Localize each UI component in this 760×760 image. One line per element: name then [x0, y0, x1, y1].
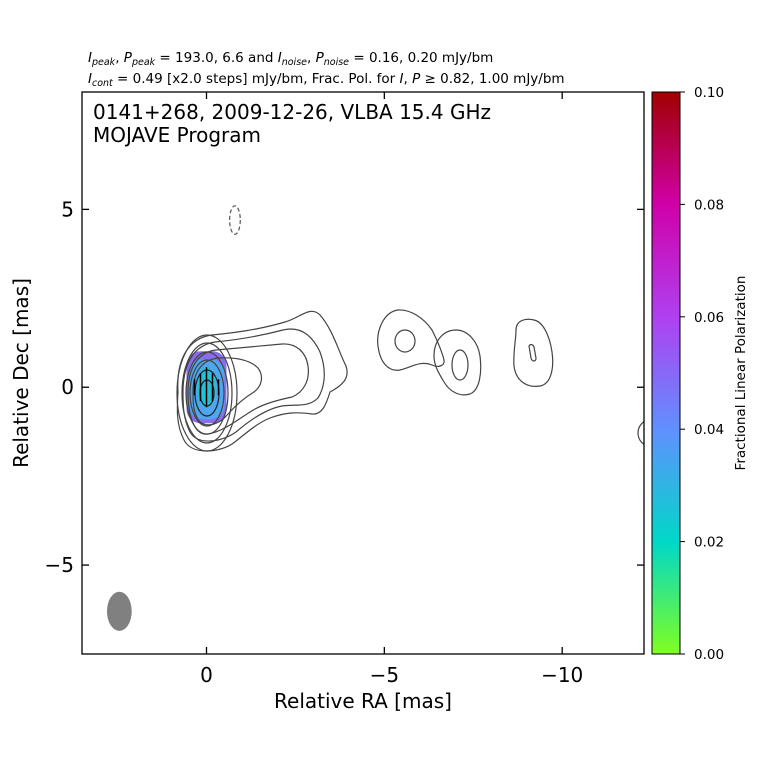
- colorbar-ticks: 0.00 0.02 0.04 0.06 0.08 0.10: [680, 85, 724, 663]
- jet-contour-4: [192, 357, 263, 426]
- cbar-tick-label-5: 0.10: [694, 85, 724, 101]
- x-tick-label-0: 0: [200, 663, 213, 687]
- negative-contour: [229, 205, 241, 235]
- jet-contour-3: [187, 343, 309, 435]
- y-tick-label-0: 5: [61, 197, 74, 221]
- header-line-1: Ipeak, Ppeak = 193.0, 6.6 and Inoise, Pn…: [88, 50, 493, 68]
- knot-3-inner: [528, 344, 537, 362]
- plot-area: [82, 92, 644, 654]
- y-tick-label-1: 0: [61, 375, 74, 399]
- knot-2-outer: [433, 329, 482, 396]
- jet-contour-outer: [176, 310, 348, 452]
- knot-2-inner: [451, 349, 469, 381]
- cbar-tick-label-1: 0.02: [694, 535, 724, 551]
- knot-1-outer: [377, 309, 445, 371]
- cbar-tick-label-4: 0.08: [694, 197, 724, 213]
- y-ticks: 5 0 −5: [45, 197, 644, 577]
- chart-subtitle: MOJAVE Program: [93, 123, 261, 147]
- cbar-tick-label-3: 0.06: [694, 310, 724, 326]
- x-tick-label-2: −10: [541, 663, 583, 687]
- x-tick-label-1: −5: [370, 663, 399, 687]
- beam-ellipse: [106, 591, 132, 631]
- knot-1-inner: [394, 329, 416, 353]
- cbar-tick-label-0: 0.00: [694, 647, 724, 663]
- y-tick-label-2: −5: [45, 553, 74, 577]
- plot-frame: [81, 91, 645, 655]
- colorbar-label: Fractional Linear Polarization: [733, 276, 749, 471]
- evpa-vectors: [193, 367, 220, 408]
- chart-title: 0141+268, 2009-12-26, VLBA 15.4 GHz: [93, 100, 491, 124]
- jet-contour-2: [182, 328, 325, 442]
- core-contour-2: [181, 342, 233, 444]
- colorbar: [651, 91, 681, 655]
- cbar-tick-label-2: 0.04: [694, 422, 724, 438]
- contour-map: [106, 205, 644, 631]
- x-axis-label: Relative RA [mas]: [274, 689, 452, 713]
- x-ticks: 0 −5 −10: [200, 92, 583, 687]
- core-contour-4: [189, 359, 225, 427]
- header-line-2: Icont = 0.49 [x2.0 steps] mJy/bm, Frac. …: [88, 71, 565, 89]
- knot-3-outer: [513, 318, 554, 387]
- y-axis-label: Relative Dec [mas]: [9, 278, 33, 468]
- edge-contour: [637, 421, 644, 445]
